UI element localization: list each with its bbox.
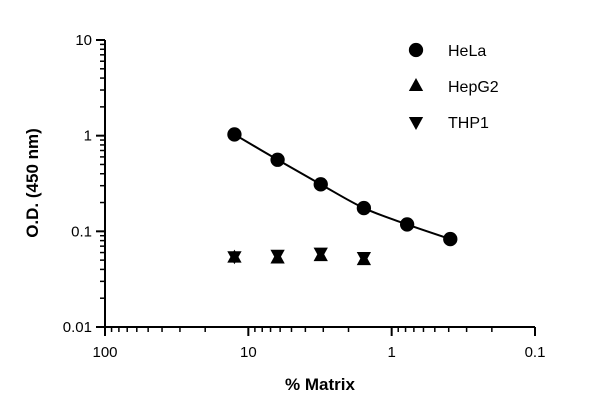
x-tick-label: 1 — [387, 344, 395, 361]
fit-lines — [233, 133, 451, 241]
x-tick-label: 0.1 — [525, 344, 546, 361]
y-tick-label: 10 — [75, 32, 92, 49]
x-axis-title: % Matrix — [285, 375, 355, 394]
point-hela — [356, 200, 372, 216]
point-hela — [227, 127, 242, 142]
y-ticks: 10 1 0.1 0.01 — [63, 32, 105, 336]
axes — [104, 40, 535, 328]
legend-marker-hepg2 — [408, 77, 424, 91]
x-tick-label: 10 — [240, 344, 257, 361]
legend-marker-thp1 — [408, 117, 424, 131]
legend-label-hepg2: HepG2 — [448, 79, 499, 96]
point-thp1 — [270, 249, 285, 263]
legend: HeLa HepG2 THP1 — [408, 42, 499, 132]
point-thp1 — [227, 251, 242, 265]
point-hela — [313, 177, 328, 192]
y-tick-label: 0.1 — [71, 223, 92, 240]
x-tick-label: 100 — [92, 344, 117, 361]
y-axis-title: O.D. (450 nm) — [23, 128, 42, 238]
point-thp1 — [356, 251, 372, 265]
point-hela — [399, 217, 415, 232]
point-thp1 — [313, 247, 328, 261]
fit-line-hela — [233, 133, 451, 241]
legend-label-hela: HeLa — [448, 43, 486, 60]
marks — [227, 127, 458, 266]
point-hela — [443, 231, 458, 247]
point-hela — [270, 152, 285, 167]
legend-marker-hela — [408, 42, 424, 58]
y-tick-label: 0.01 — [63, 319, 92, 336]
y-tick-label: 1 — [84, 128, 92, 145]
legend-label-thp1: THP1 — [448, 115, 489, 132]
x-ticks: 100 10 1 0.1 — [92, 327, 545, 361]
